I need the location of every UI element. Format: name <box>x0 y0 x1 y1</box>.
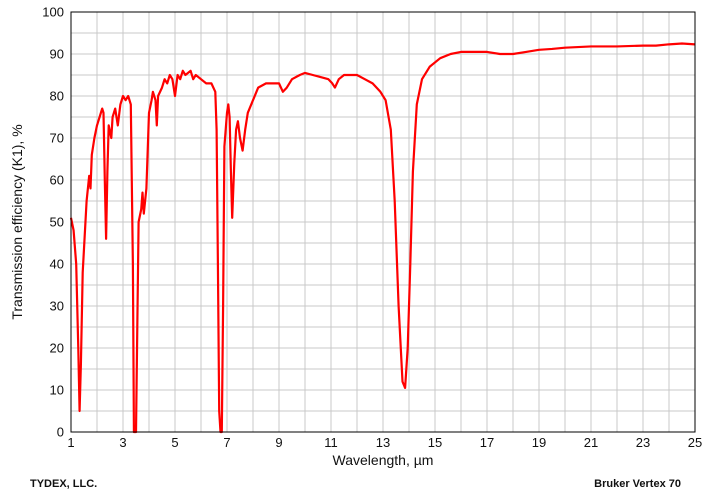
grid <box>70 11 696 433</box>
y-tick-label: 20 <box>50 341 64 356</box>
y-tick-label: 50 <box>50 215 64 230</box>
y-tick-label: 60 <box>50 173 64 188</box>
x-tick-label: 13 <box>376 435 390 450</box>
x-tick-label: 5 <box>171 435 178 450</box>
x-tick-label: 17 <box>480 435 494 450</box>
x-tick-label: 1 <box>67 435 74 450</box>
x-tick-label: 23 <box>636 435 650 450</box>
y-axis-title: Transmission efficiency (K1), % <box>9 124 25 319</box>
y-tick-label: 80 <box>50 89 64 104</box>
y-tick-label: 40 <box>50 257 64 272</box>
x-tick-label: 21 <box>584 435 598 450</box>
x-tick-label: 11 <box>324 435 338 450</box>
plot-frame <box>70 11 696 433</box>
transmission-series-line <box>69 42 696 434</box>
tick-labels: 1 3 5 7 9 11 13 15 17 19 21 23 250102030405060708090… <box>42 5 702 451</box>
x-axis-title: Wavelength, µm <box>333 452 434 468</box>
y-tick-label: 70 <box>50 131 64 146</box>
footer-instrument: Bruker Vertex 70 <box>594 478 681 490</box>
x-tick-label: 3 <box>119 435 126 450</box>
y-tick-label: 0 <box>57 425 64 440</box>
series-layer <box>69 42 696 434</box>
x-tick-label: 19 <box>532 435 546 450</box>
x-tick-label: 7 <box>223 435 230 450</box>
y-tick-label: 10 <box>50 383 64 398</box>
y-tick-label: 30 <box>50 299 64 314</box>
footer-company: TYDEX, LLC. <box>30 478 98 490</box>
y-tick-label: 90 <box>50 47 64 62</box>
x-tick-label: 25 <box>688 435 702 450</box>
x-tick-label: 15 <box>428 435 442 450</box>
x-tick-label: 9 <box>275 435 282 450</box>
y-tick-label: 100 <box>42 5 64 20</box>
